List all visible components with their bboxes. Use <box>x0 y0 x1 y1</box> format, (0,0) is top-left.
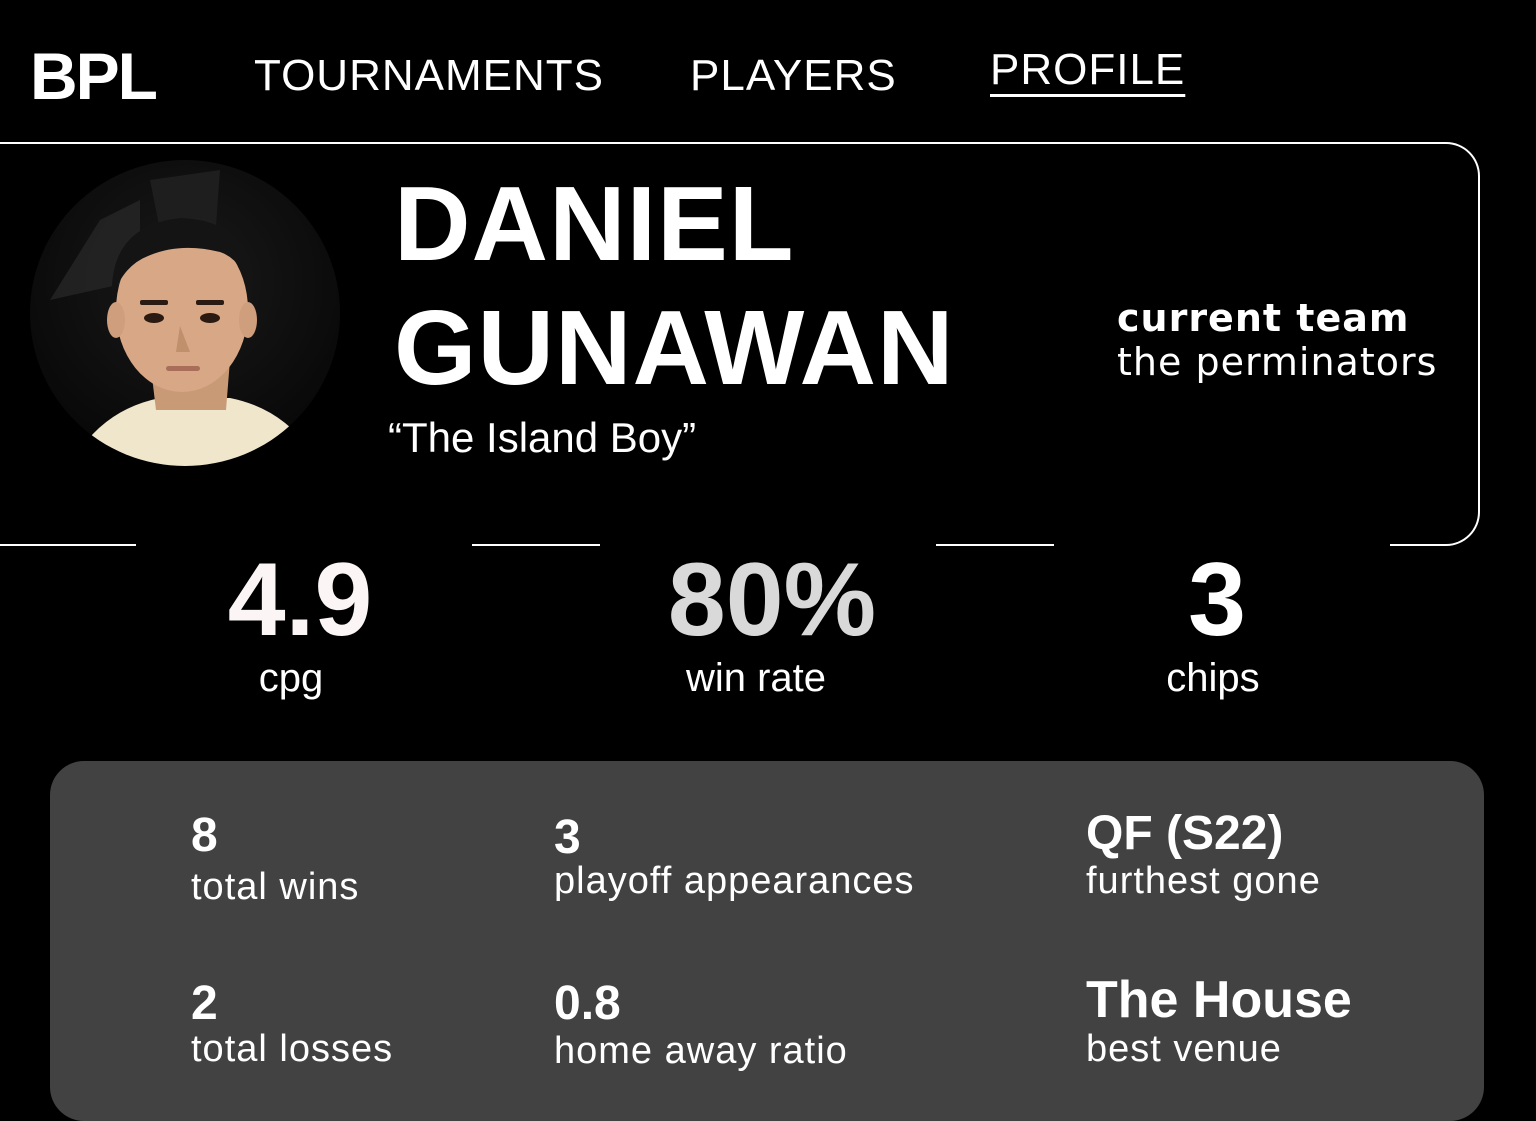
nav-tournaments[interactable]: TOURNAMENTS <box>254 51 604 100</box>
panel-stat-value: 3 <box>554 811 581 864</box>
panel-stat-home-away-ratio: 0.8 home away ratio <box>554 976 848 1074</box>
player-nickname: “The Island Boy” <box>388 414 697 461</box>
current-team-label: current team <box>1117 296 1410 340</box>
panel-stat-best-venue: The House best venue <box>1086 972 1352 1072</box>
stat-label: chips <box>1166 656 1260 700</box>
panel-stat-total-losses: 2 total losses <box>191 976 393 1072</box>
panel-stat-label: total wins <box>191 866 360 908</box>
nav-players[interactable]: PLAYERS <box>690 51 897 100</box>
player-first-name: DANIEL <box>394 165 795 283</box>
panel-stat-label: best venue <box>1086 1028 1282 1070</box>
stat-value: 80% <box>667 542 877 658</box>
player-photo-icon <box>30 160 340 466</box>
panel-stat-value: 8 <box>191 809 218 862</box>
stat-chips: 3 <box>1057 548 1377 652</box>
player-avatar <box>30 160 340 466</box>
card-gap <box>600 536 936 556</box>
site-logo[interactable]: BPL <box>30 39 158 113</box>
panel-stat-total-wins: 8 total wins <box>191 808 359 910</box>
panel-stat-value: 0.8 <box>554 977 621 1030</box>
stat-cpg: 4.9 <box>140 548 460 652</box>
stat-win-rate: 80% <box>612 548 932 652</box>
player-name: DANIEL GUNAWAN <box>394 162 955 410</box>
panel-stat-value: The House <box>1086 971 1352 1029</box>
card-gap <box>1054 536 1390 556</box>
nav-profile[interactable]: PROFILE <box>990 45 1186 94</box>
stat-label: cpg <box>258 656 324 700</box>
stat-value: 3 <box>1188 542 1246 658</box>
panel-stat-value: 2 <box>191 977 218 1030</box>
stats-panel <box>50 761 1484 1121</box>
panel-stat-value: QF (S22) <box>1086 807 1284 860</box>
card-gap <box>136 536 472 556</box>
panel-stat-label: home away ratio <box>554 1030 848 1072</box>
panel-stat-label: playoff appearances <box>554 860 915 902</box>
stat-label: win rate <box>685 656 827 700</box>
panel-stat-playoff-appearances: 3 playoff appearances <box>554 810 915 904</box>
panel-stat-furthest-gone: QF (S22) furthest gone <box>1086 806 1321 904</box>
current-team-value[interactable]: the perminators <box>1117 340 1438 384</box>
panel-stat-label: total losses <box>191 1028 394 1070</box>
player-last-name: GUNAWAN <box>394 289 955 407</box>
panel-stat-label: furthest gone <box>1086 860 1321 902</box>
stat-value: 4.9 <box>227 542 373 658</box>
